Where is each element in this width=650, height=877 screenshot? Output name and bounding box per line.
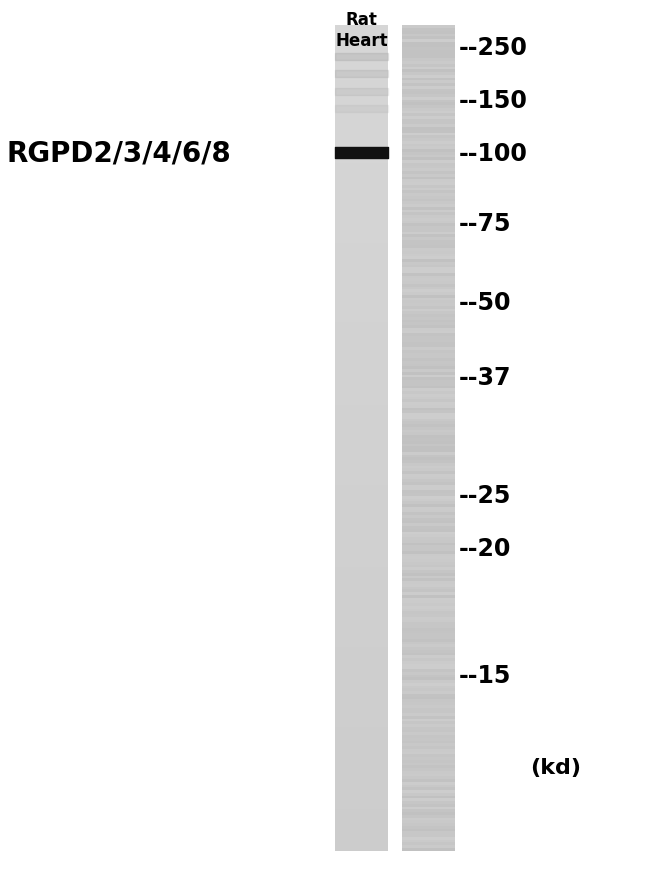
Text: RGPD2/3/4/6/8: RGPD2/3/4/6/8	[6, 139, 231, 168]
Text: --37: --37	[458, 365, 511, 389]
Text: --15: --15	[458, 663, 511, 688]
Text: (kd): (kd)	[530, 758, 581, 777]
Text: --20: --20	[458, 536, 511, 560]
Text: --100: --100	[458, 141, 527, 166]
Text: --250: --250	[458, 36, 527, 61]
Text: --25: --25	[458, 483, 511, 508]
Text: --150: --150	[458, 89, 527, 113]
Text: --75: --75	[458, 211, 511, 236]
Text: Rat
Heart: Rat Heart	[335, 11, 387, 50]
Text: --50: --50	[458, 290, 511, 315]
